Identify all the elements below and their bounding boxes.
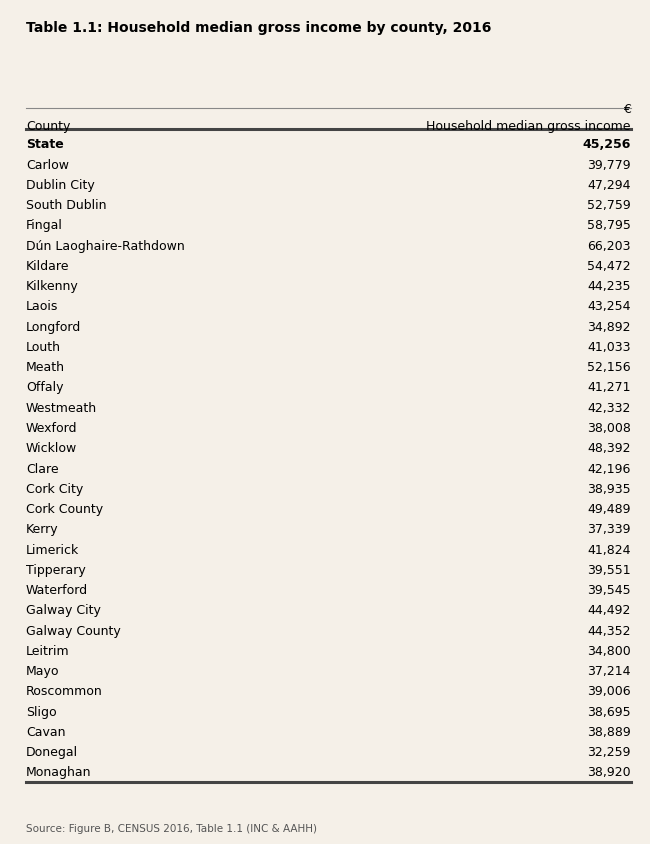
Text: Roscommon: Roscommon xyxy=(26,685,103,698)
Text: Cork City: Cork City xyxy=(26,483,83,495)
Text: Wicklow: Wicklow xyxy=(26,442,77,455)
Text: Clare: Clare xyxy=(26,463,58,475)
Text: Source: Figure B, CENSUS 2016, Table 1.1 (INC & AAHH): Source: Figure B, CENSUS 2016, Table 1.1… xyxy=(26,824,317,834)
Text: State: State xyxy=(26,138,64,151)
Text: 42,332: 42,332 xyxy=(587,402,630,414)
Text: Limerick: Limerick xyxy=(26,544,79,556)
Text: 39,551: 39,551 xyxy=(587,564,630,576)
Text: South Dublin: South Dublin xyxy=(26,199,107,212)
Text: Offaly: Offaly xyxy=(26,381,64,394)
Text: 52,156: 52,156 xyxy=(587,361,630,374)
Text: Donegal: Donegal xyxy=(26,746,78,759)
Text: 32,259: 32,259 xyxy=(587,746,630,759)
Text: 43,254: 43,254 xyxy=(587,300,630,313)
Text: Table 1.1: Household median gross income by county, 2016: Table 1.1: Household median gross income… xyxy=(26,21,491,35)
Text: 38,889: 38,889 xyxy=(587,726,630,738)
Text: Carlow: Carlow xyxy=(26,159,69,171)
Text: Dublin City: Dublin City xyxy=(26,179,95,192)
Text: 49,489: 49,489 xyxy=(587,503,630,516)
Text: Leitrim: Leitrim xyxy=(26,645,70,657)
Text: Cork County: Cork County xyxy=(26,503,103,516)
Text: Waterford: Waterford xyxy=(26,584,88,597)
Text: 41,271: 41,271 xyxy=(587,381,630,394)
Text: Westmeath: Westmeath xyxy=(26,402,97,414)
Text: 38,695: 38,695 xyxy=(587,706,630,718)
Text: 34,800: 34,800 xyxy=(587,645,630,657)
Text: 44,352: 44,352 xyxy=(587,625,630,637)
Text: Louth: Louth xyxy=(26,341,61,354)
Text: 34,892: 34,892 xyxy=(587,321,630,333)
Text: 37,339: 37,339 xyxy=(587,523,630,536)
Text: 41,033: 41,033 xyxy=(587,341,630,354)
Text: 42,196: 42,196 xyxy=(587,463,630,475)
Text: 47,294: 47,294 xyxy=(587,179,630,192)
Text: Galway City: Galway City xyxy=(26,604,101,617)
Text: Cavan: Cavan xyxy=(26,726,66,738)
Text: Mayo: Mayo xyxy=(26,665,60,678)
Text: Kerry: Kerry xyxy=(26,523,58,536)
Text: 44,235: 44,235 xyxy=(587,280,630,293)
Text: 38,935: 38,935 xyxy=(587,483,630,495)
Text: Wexford: Wexford xyxy=(26,422,77,435)
Text: Fingal: Fingal xyxy=(26,219,63,232)
Text: Laois: Laois xyxy=(26,300,58,313)
Text: Sligo: Sligo xyxy=(26,706,57,718)
Text: 39,545: 39,545 xyxy=(587,584,630,597)
Text: 37,214: 37,214 xyxy=(587,665,630,678)
Text: Longford: Longford xyxy=(26,321,81,333)
Text: Kildare: Kildare xyxy=(26,260,70,273)
Text: €: € xyxy=(623,103,630,116)
Text: Monaghan: Monaghan xyxy=(26,766,92,779)
Text: Household median gross income: Household median gross income xyxy=(426,120,630,133)
Text: Kilkenny: Kilkenny xyxy=(26,280,79,293)
Text: 54,472: 54,472 xyxy=(587,260,630,273)
Text: 58,795: 58,795 xyxy=(586,219,630,232)
Text: 44,492: 44,492 xyxy=(587,604,630,617)
Text: Galway County: Galway County xyxy=(26,625,121,637)
Text: County: County xyxy=(26,120,70,133)
Text: 52,759: 52,759 xyxy=(587,199,630,212)
Text: 48,392: 48,392 xyxy=(587,442,630,455)
Text: Dún Laoghaire-Rathdown: Dún Laoghaire-Rathdown xyxy=(26,240,185,252)
Text: 45,256: 45,256 xyxy=(582,138,630,151)
Text: Tipperary: Tipperary xyxy=(26,564,86,576)
Text: 66,203: 66,203 xyxy=(587,240,630,252)
Text: 38,920: 38,920 xyxy=(587,766,630,779)
Text: 38,008: 38,008 xyxy=(586,422,630,435)
Text: 39,006: 39,006 xyxy=(587,685,630,698)
Text: 41,824: 41,824 xyxy=(587,544,630,556)
Text: 39,779: 39,779 xyxy=(587,159,630,171)
Text: Meath: Meath xyxy=(26,361,65,374)
